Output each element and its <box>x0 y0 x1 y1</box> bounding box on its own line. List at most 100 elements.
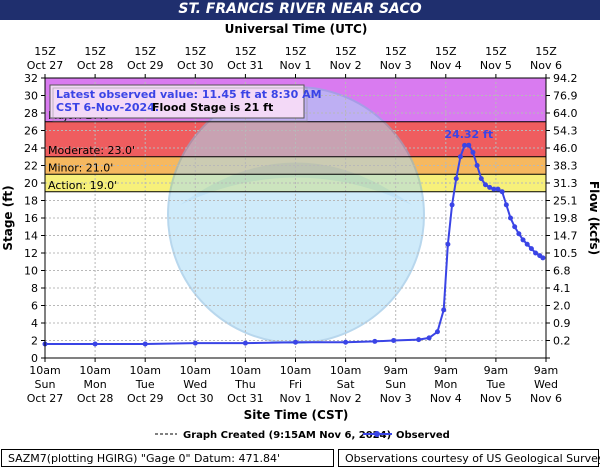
legend-observed-marker <box>374 431 380 437</box>
top-tick-label-time: 15Z <box>335 45 357 58</box>
info-box-latest: Latest observed value: 11.45 ft at 8:30 … <box>56 88 322 101</box>
x-tick-label-time: 10am <box>129 364 160 377</box>
data-point <box>445 241 451 247</box>
data-point <box>343 339 349 345</box>
data-point <box>474 163 480 168</box>
top-tick-label-date: Nov 4 <box>430 59 462 72</box>
y-tick-label: 18 <box>24 195 38 208</box>
data-point <box>540 255 546 261</box>
data-point <box>441 307 447 313</box>
data-point <box>453 176 459 182</box>
flow-tick-label: 76.9 <box>553 90 578 103</box>
top-tick-label-time: 15Z <box>385 45 407 58</box>
flow-tick-label: 46.0 <box>553 142 578 155</box>
top-tick-label-date: Oct 27 <box>27 59 64 72</box>
top-tick-label-time: 15Z <box>235 45 257 58</box>
y-tick-label: 10 <box>24 265 38 278</box>
top-tick-label-date: Oct 29 <box>127 59 164 72</box>
data-point <box>242 340 248 346</box>
flow-tick-label: 38.3 <box>553 160 578 173</box>
data-point <box>434 329 440 335</box>
x-tick-label-day: Mon <box>434 378 457 391</box>
bottom-axis-title: Site Time (CST) <box>244 408 349 422</box>
flow-tick-label: 64.0 <box>553 107 578 120</box>
x-tick-label-date: Nov 1 <box>280 392 312 405</box>
x-tick-label-time: 10am <box>180 364 211 377</box>
top-tick-label-time: 15Z <box>185 45 207 58</box>
data-point <box>416 337 422 343</box>
data-point <box>487 184 493 190</box>
top-tick-label-time: 15Z <box>485 45 507 58</box>
flow-tick-label: 10.5 <box>553 247 578 260</box>
flow-tick-label: 94.2 <box>553 72 578 85</box>
chart-title: ST. FRANCIS RIVER NEAR SACO <box>178 1 422 17</box>
x-tick-label-date: Oct 29 <box>127 392 164 405</box>
x-tick-label-day: Tue <box>486 378 506 391</box>
data-point <box>495 186 501 192</box>
y-tick-label: 0 <box>31 352 38 365</box>
x-tick-label-date: Oct 31 <box>227 392 264 405</box>
y-tick-label: 14 <box>24 230 38 243</box>
flood-label-action: Action: 19.0' <box>48 179 117 192</box>
data-point <box>503 202 509 208</box>
flow-tick-label: 31.3 <box>553 177 578 190</box>
footer-datum-text: SAZM7(plotting HGIRG) "Gage 0" Datum: 47… <box>8 452 280 465</box>
y-tick-label: 30 <box>24 90 38 103</box>
x-tick-label-day: Fri <box>289 378 302 391</box>
data-point <box>508 215 514 221</box>
flood-label-moderate: Moderate: 23.0' <box>48 144 135 157</box>
top-tick-label-date: Nov 3 <box>380 59 412 72</box>
left-axis-title: Stage (ft) <box>1 185 15 250</box>
x-tick-label-date: Nov 4 <box>430 392 462 405</box>
legend-observed-label: Observed <box>396 430 450 441</box>
x-tick-label-day: Thu <box>234 378 256 391</box>
x-tick-label-day: Tue <box>135 378 155 391</box>
data-point <box>426 335 432 341</box>
info-box-flood-stage: Flood Stage is 21 ft <box>152 101 273 114</box>
footer-datum: SAZM7(plotting HGIRG) "Gage 0" Datum: 47… <box>1 449 334 467</box>
data-point <box>391 338 397 343</box>
y-tick-label: 24 <box>24 142 38 155</box>
y-tick-label: 28 <box>24 107 38 120</box>
flow-tick-label: 19.8 <box>553 212 578 225</box>
data-point <box>524 241 530 247</box>
flow-tick-label: 0.2 <box>553 335 571 348</box>
x-tick-label-day: Wed <box>534 378 558 391</box>
data-point <box>142 341 148 347</box>
top-tick-label-time: 15Z <box>84 45 106 58</box>
data-point <box>478 176 484 182</box>
info-box-time: CST 6-Nov-2024. <box>56 101 159 114</box>
data-point <box>512 224 518 230</box>
y-tick-label: 16 <box>24 212 38 225</box>
x-tick-label-time: 9am <box>484 364 508 377</box>
data-point <box>457 154 463 160</box>
top-tick-label-time: 15Z <box>435 45 457 58</box>
data-point <box>92 341 98 347</box>
footer-credit-text: Observations courtesy of US Geological S… <box>345 452 600 465</box>
x-tick-label-time: 10am <box>29 364 60 377</box>
top-tick-label-time: 15Z <box>285 45 307 58</box>
y-tick-label: 12 <box>24 247 38 260</box>
x-tick-label-time: 10am <box>280 364 311 377</box>
info-box <box>49 84 305 119</box>
data-point <box>449 202 455 208</box>
top-tick-label-date: Nov 1 <box>280 59 312 72</box>
x-tick-label-time: 10am <box>79 364 110 377</box>
x-tick-label-date: Nov 3 <box>380 392 412 405</box>
flow-tick-label: 0.9 <box>553 317 571 330</box>
data-point <box>520 237 526 243</box>
flow-tick-label: 14.7 <box>553 230 578 243</box>
flow-tick-label: 6.8 <box>553 265 571 278</box>
data-point <box>470 149 476 155</box>
y-tick-label: 2 <box>31 335 38 348</box>
top-tick-label-time: 15Z <box>34 45 56 58</box>
peak-label: 24.32 ft <box>444 128 493 141</box>
x-tick-label-day: Wed <box>183 378 207 391</box>
top-tick-label-date: Oct 30 <box>177 59 214 72</box>
y-tick-label: 32 <box>24 72 38 85</box>
y-tick-label: 20 <box>24 177 38 190</box>
top-tick-label-time: 15Z <box>134 45 156 58</box>
data-point <box>499 189 505 195</box>
x-tick-label-time: 9am <box>534 364 558 377</box>
right-axis-title: Flow (kcfs) <box>587 181 600 255</box>
